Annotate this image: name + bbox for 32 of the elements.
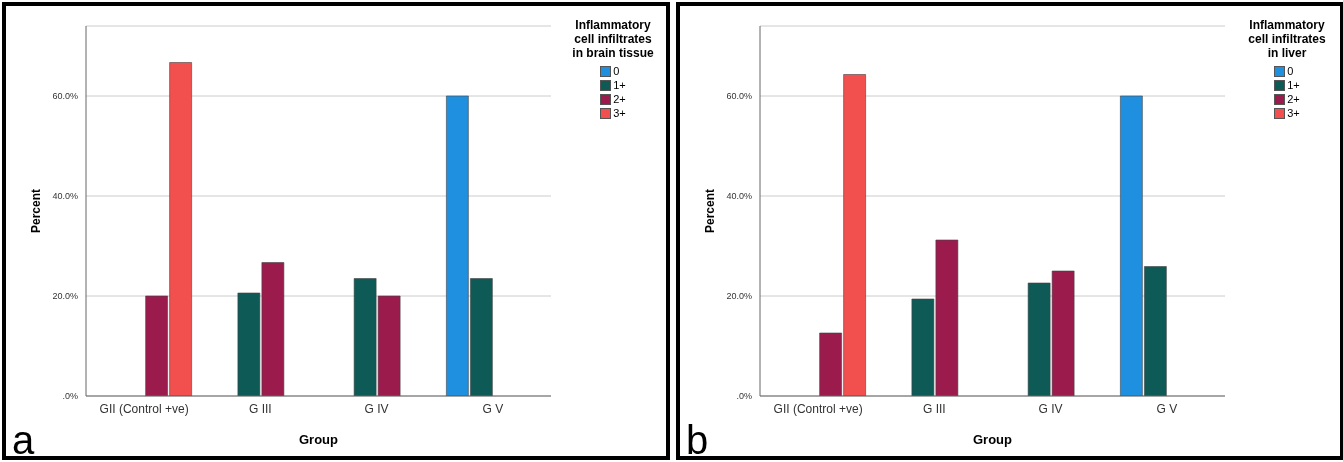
y-tick-label: .0% [62,391,78,402]
text: b [686,418,709,462]
legend-label: 2+ [1287,92,1300,106]
legend-label: 0 [1287,64,1294,78]
y-axis-title: Percent [29,188,44,234]
x-tick-label: G IV [364,401,389,416]
x-tick-label: G III [249,401,272,416]
legend-label: 1+ [613,78,626,92]
x-tick-label: GII (Control +ve) [99,401,189,416]
y-tick-label: 20.0% [726,291,752,302]
y-axis-title: Percent [703,188,718,234]
x-tick-label: GII (Control +ve) [773,401,863,416]
legend-label: 3+ [613,106,626,120]
legend-title: Inflammatory cell infiltrates in brain tissue [572,18,654,60]
legend-label: 0 [613,64,620,78]
y-tick-label: 60.0% [52,91,78,102]
y-tick-label: 40.0% [726,191,752,202]
x-axis-title: Group [973,432,1013,447]
legend-label: 1+ [1287,78,1300,92]
y-tick-label: 40.0% [52,191,78,202]
text: a [12,418,35,462]
x-tick-label: G V [1156,401,1178,416]
x-tick-label: G V [482,401,504,416]
legend-label: 3+ [1287,106,1300,120]
legend-title: Inflammatory cell infiltrates in liver [1247,18,1327,60]
x-axis-title: Group [299,432,339,447]
legend-label: 2+ [613,92,626,106]
x-tick-label: G IV [1038,401,1063,416]
y-tick-label: 20.0% [52,291,78,302]
y-tick-label: 60.0% [726,91,752,102]
x-tick-label: G III [923,401,946,416]
y-tick-label: .0% [736,391,752,402]
